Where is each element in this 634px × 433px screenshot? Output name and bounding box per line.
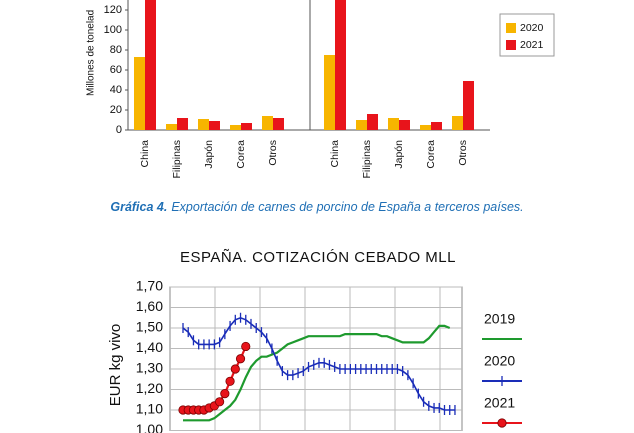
bar	[209, 121, 220, 130]
bar	[399, 120, 410, 130]
legend-marker	[497, 418, 507, 428]
y-tick-label: 1,70	[136, 278, 163, 294]
bar	[452, 116, 463, 130]
caption-text: Exportación de carnes de porcino de Espa…	[171, 200, 524, 214]
bar	[388, 118, 399, 130]
y-tick-label: 120	[104, 4, 122, 16]
y-tick-label: 40	[110, 84, 122, 96]
y-tick-label: 1,10	[136, 401, 163, 417]
legend-label: 2020	[484, 353, 515, 369]
x-tick-label: China	[139, 140, 151, 168]
y-tick-label: 60	[110, 64, 122, 76]
marker	[225, 376, 235, 386]
bar	[335, 0, 346, 130]
series-line	[183, 324, 451, 422]
legend-swatch	[506, 40, 516, 50]
bar	[134, 57, 145, 130]
marker	[235, 354, 246, 364]
bar	[420, 125, 431, 130]
bar	[431, 122, 442, 130]
bar	[166, 124, 177, 130]
bar	[356, 120, 367, 130]
y-tick-label: 1,50	[136, 319, 163, 335]
legend-box	[499, 13, 555, 57]
y-tick-label: 1,40	[136, 339, 163, 355]
y-tick-label: 1,00	[136, 421, 163, 433]
bar	[230, 125, 241, 130]
y-tick-label: 1,30	[136, 360, 163, 376]
bar	[177, 118, 188, 130]
chart-title: ESPAÑA. COTIZACIÓN CEBADO MLL	[180, 249, 456, 266]
legend-label: 2021	[520, 39, 544, 51]
x-tick-label: Corea	[425, 140, 437, 169]
x-tick-label: Japón	[203, 140, 215, 169]
caption: Gráfica 4. Exportación de carnes de porci…	[0, 200, 634, 214]
bar	[463, 81, 474, 130]
marker	[215, 397, 225, 407]
caption-label: Gráfica 4.	[110, 200, 168, 214]
x-tick-label: Filipinas	[361, 140, 373, 179]
legend-label: 2020	[520, 22, 544, 34]
y-axis-label: EUR kg vivo	[107, 324, 124, 407]
bar	[324, 55, 335, 130]
x-tick-label: Corea	[235, 140, 247, 169]
x-tick-label: Filipinas	[171, 140, 183, 179]
x-tick-label: Japón	[393, 140, 405, 169]
legend-swatch	[506, 23, 516, 33]
bar	[367, 114, 378, 130]
y-tick-label: 80	[110, 44, 122, 56]
x-tick-label: Otros	[267, 140, 279, 166]
y-tick-label: 1,20	[136, 380, 163, 396]
x-tick-label: China	[329, 140, 341, 168]
marker	[230, 364, 240, 374]
legend-label: 2021	[484, 395, 515, 411]
y-tick-label: 20	[110, 104, 122, 116]
marker	[241, 341, 251, 352]
bar	[198, 119, 209, 130]
y-tick-label: 100	[104, 24, 122, 36]
marker	[220, 388, 230, 399]
bar	[241, 123, 252, 130]
y-tick-label: 0	[116, 124, 122, 136]
legend-label: 2019	[484, 311, 515, 327]
y-axis-label: Millones de tonelad	[86, 10, 97, 96]
bar	[262, 116, 273, 130]
x-tick-label: Otros	[457, 140, 469, 166]
y-tick-label: 1,60	[136, 298, 163, 314]
bar	[273, 118, 284, 130]
bar	[145, 0, 156, 130]
